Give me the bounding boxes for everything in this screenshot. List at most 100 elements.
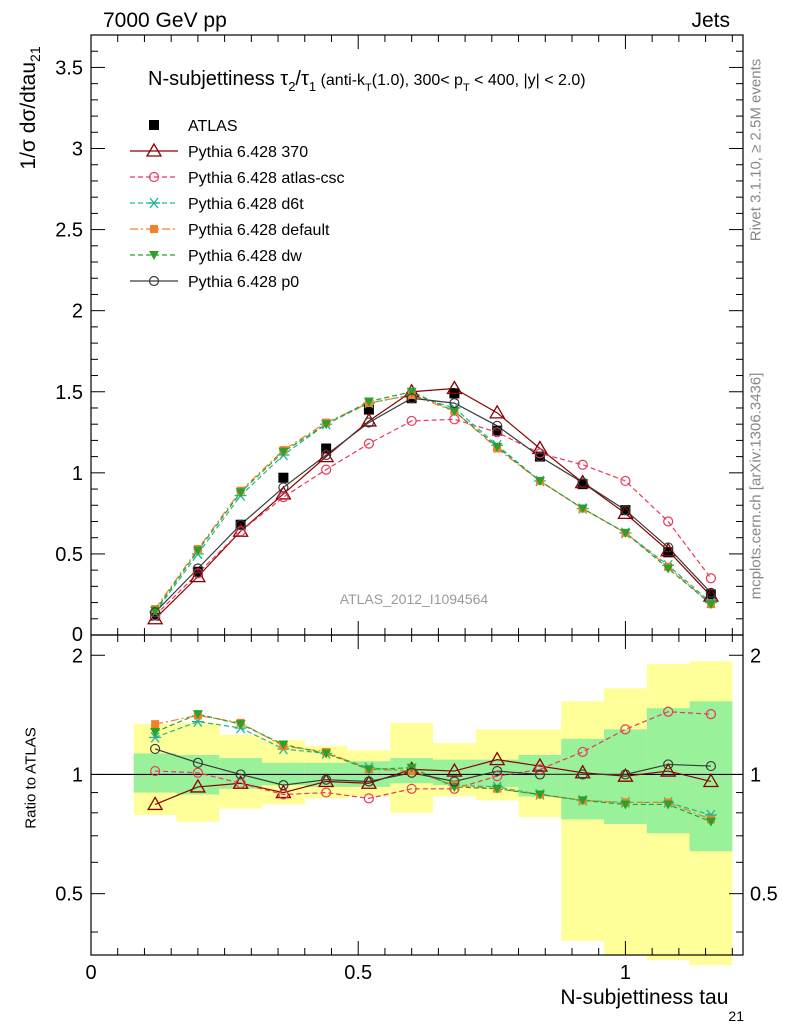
ratio-y-tick-label: 1 <box>72 764 83 786</box>
chart-title-part: (anti-k <box>316 72 366 89</box>
chart-title-part: T <box>365 82 372 94</box>
stat-uncertainty-band <box>689 701 733 852</box>
series-point-ratio <box>620 724 631 735</box>
series-point-main <box>321 449 332 461</box>
ratio-y-tick-label-right: 2 <box>750 645 761 667</box>
series-point-ratio <box>192 710 203 720</box>
legend-marker <box>148 171 160 183</box>
analysis-watermark: ATLAS_2012_I1094564 <box>340 591 489 607</box>
legend-label: Pythia 6.428 default <box>188 222 330 239</box>
series-point-main <box>663 542 674 553</box>
x-tick-label: 1 <box>620 962 631 984</box>
legend-marker <box>150 225 158 233</box>
series-point-ratio <box>492 784 503 794</box>
series-point-main <box>406 393 417 404</box>
series-point-main <box>278 482 289 493</box>
series-point-main <box>705 600 716 610</box>
upper-y-tick-label: 2 <box>72 301 83 323</box>
stat-uncertainty-band <box>133 753 177 793</box>
series-point-ratio <box>321 787 332 798</box>
legend-label: Pythia 6.428 p0 <box>188 274 299 291</box>
x-axis-label-main: N-subjettiness tau <box>560 986 729 1009</box>
series-point-ratio <box>278 740 289 750</box>
atlas-data-point <box>363 404 374 415</box>
series-point-main <box>150 607 161 618</box>
ratio-y-tick-label-right: 0.5 <box>750 884 778 906</box>
series-point-ratio <box>492 771 503 782</box>
series-point-ratio <box>235 769 246 780</box>
upper-y-tick-label: 3 <box>72 139 83 161</box>
series-point-ratio <box>146 796 164 811</box>
series-point-main <box>531 440 549 455</box>
series-point-ratio <box>534 790 545 800</box>
series-point-main <box>492 427 503 438</box>
series-point-main <box>577 504 588 514</box>
series-line-main <box>154 394 712 610</box>
series-point-main <box>192 568 203 579</box>
series-point-main <box>363 438 375 449</box>
legend-marker <box>149 251 159 260</box>
series-point-ratio <box>449 776 460 787</box>
upper-y-tick-label: 0.5 <box>55 544 83 566</box>
ratio-y-tick-label: 0.5 <box>55 884 83 906</box>
legend: ATLAS Pythia 6.428 370 Pythia 6.428 atlas-… <box>130 118 345 291</box>
series-point-ratio <box>321 774 332 785</box>
series-point-main <box>534 451 546 462</box>
series-point-ratio <box>235 720 246 730</box>
series-point-ratio <box>318 773 335 788</box>
uncertainty-bands <box>91 661 743 966</box>
series-point-ratio <box>150 765 161 777</box>
series-point-main <box>449 407 460 417</box>
series-point-main <box>446 380 463 395</box>
series-lines <box>154 387 712 823</box>
plot-frames <box>90 34 744 956</box>
series-point-main <box>620 528 631 538</box>
energy-label: 7000 GeV pp <box>103 9 227 32</box>
series-point-main <box>235 519 246 530</box>
series-point-main <box>577 459 588 470</box>
series-point-ratio <box>660 762 677 777</box>
series-point-main <box>620 475 631 487</box>
series-point-main <box>278 492 289 503</box>
process-label: Jets <box>691 9 730 32</box>
atlas-data-point <box>577 479 588 490</box>
legend-marker <box>145 142 163 157</box>
series-point-main <box>278 447 289 457</box>
chart-title-part: T <box>463 82 470 94</box>
x-tick-label: 0 <box>85 962 96 984</box>
series-point-ratio <box>278 779 289 791</box>
atlas-data-point <box>192 566 203 577</box>
series-point-ratio <box>406 783 417 794</box>
series-point-ratio <box>620 800 631 810</box>
x-axis-label: N-subjettiness tau21 <box>560 986 744 1024</box>
total-uncertainty-band <box>561 701 605 941</box>
series-point-ratio <box>531 757 549 772</box>
legend-label: Pythia 6.428 d6t <box>188 196 304 213</box>
upper-y-tick-label: 1 <box>72 463 83 485</box>
series-point-ratio <box>192 767 203 778</box>
series-point-ratio <box>705 709 717 720</box>
series-point-main <box>663 516 674 527</box>
series-point-ratio <box>189 778 207 793</box>
chart-title-group: N-subjettiness τ2/τ1 (anti-kT(1.0), 300<… <box>148 68 586 607</box>
series-point-ratio <box>446 762 463 777</box>
series-point-ratio <box>577 746 588 758</box>
series-point-main <box>235 526 246 537</box>
series-point-main <box>663 564 674 574</box>
series-line-main <box>154 418 712 616</box>
legend-marker-stroke <box>149 197 159 209</box>
series-line-ratio <box>154 713 712 823</box>
series-line-ratio <box>155 711 711 800</box>
series-point-main <box>363 397 374 407</box>
upper-y-tick-label: 2.5 <box>55 220 83 242</box>
series-point-ratio <box>620 769 631 780</box>
series-point-main <box>406 387 417 397</box>
atlas-data-point <box>278 472 289 483</box>
series-point-main <box>705 587 717 598</box>
atlas-data-point <box>705 589 716 600</box>
legend-marker <box>148 197 160 209</box>
series-point-main <box>363 417 375 428</box>
series-line-main <box>154 387 712 620</box>
series-point-ratio <box>492 765 503 777</box>
axis-ticks <box>90 34 743 955</box>
